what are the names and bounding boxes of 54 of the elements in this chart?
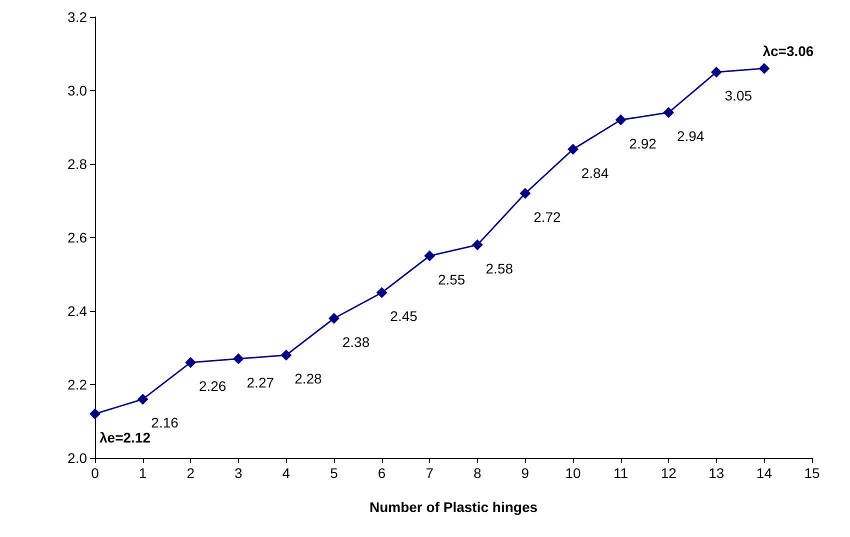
x-tick-label: 6 bbox=[378, 465, 386, 481]
text: λe=2.12 bbox=[100, 429, 150, 446]
x-tick-label: 0 bbox=[91, 465, 100, 481]
point bbox=[710, 66, 722, 78]
x-tick-label: 8 bbox=[474, 465, 482, 481]
x-tick-label: 14 bbox=[756, 465, 772, 481]
point bbox=[137, 394, 148, 405]
y-tick-label: 3.0 bbox=[68, 82, 88, 98]
text: 2.27 bbox=[246, 374, 274, 390]
point bbox=[663, 107, 674, 118]
x-tick-label: 11 bbox=[614, 465, 628, 481]
x-tick-label: 9 bbox=[521, 465, 530, 481]
point bbox=[185, 356, 196, 368]
point bbox=[280, 350, 292, 361]
x-tick-label: 1 bbox=[138, 465, 147, 481]
text: 3.05 bbox=[724, 88, 752, 104]
x-tick-label: 7 bbox=[426, 465, 434, 481]
point bbox=[90, 408, 100, 420]
y-tick-label: 2.4 bbox=[68, 303, 88, 319]
text: 2.45 bbox=[390, 308, 418, 324]
point bbox=[232, 353, 244, 364]
text: λc=3.06 bbox=[762, 42, 814, 59]
text: 2.55 bbox=[438, 271, 466, 288]
text: 2.26 bbox=[198, 378, 226, 394]
text: 2.94 bbox=[676, 128, 704, 144]
point bbox=[758, 62, 770, 74]
point bbox=[424, 250, 436, 262]
x-tick-label: 4 bbox=[282, 465, 290, 481]
point bbox=[328, 312, 340, 324]
point bbox=[376, 287, 388, 298]
point bbox=[615, 114, 626, 126]
point bbox=[568, 144, 578, 155]
x-tick-label: 2 bbox=[186, 465, 195, 481]
point bbox=[520, 188, 531, 199]
text: 2.28 bbox=[294, 370, 322, 387]
x-axis-title: Number of Plastic hinges bbox=[369, 499, 538, 515]
text: 2.16 bbox=[151, 414, 178, 431]
y-tick-label: 2.6 bbox=[68, 230, 88, 246]
x-tick-label: 10 bbox=[565, 465, 581, 481]
y-tick-label: 2.2 bbox=[68, 376, 88, 392]
x-tick-label: 5 bbox=[330, 465, 338, 481]
x-tick-label: 13 bbox=[708, 465, 724, 481]
y-tick-label: 2.8 bbox=[68, 156, 88, 172]
text: 2.58 bbox=[486, 260, 514, 276]
x-tick-label: 3 bbox=[234, 465, 242, 481]
y-tick-label: 2.0 bbox=[68, 450, 88, 466]
y-tick-label: 3.2 bbox=[68, 9, 88, 25]
text: 2.72 bbox=[534, 208, 561, 225]
x-tick-label: 12 bbox=[660, 465, 677, 481]
text: 2.84 bbox=[581, 164, 609, 181]
point bbox=[472, 239, 483, 250]
text: 2.92 bbox=[629, 135, 656, 152]
x-tick-label: 15 bbox=[804, 465, 820, 481]
text: 2.38 bbox=[342, 334, 370, 350]
